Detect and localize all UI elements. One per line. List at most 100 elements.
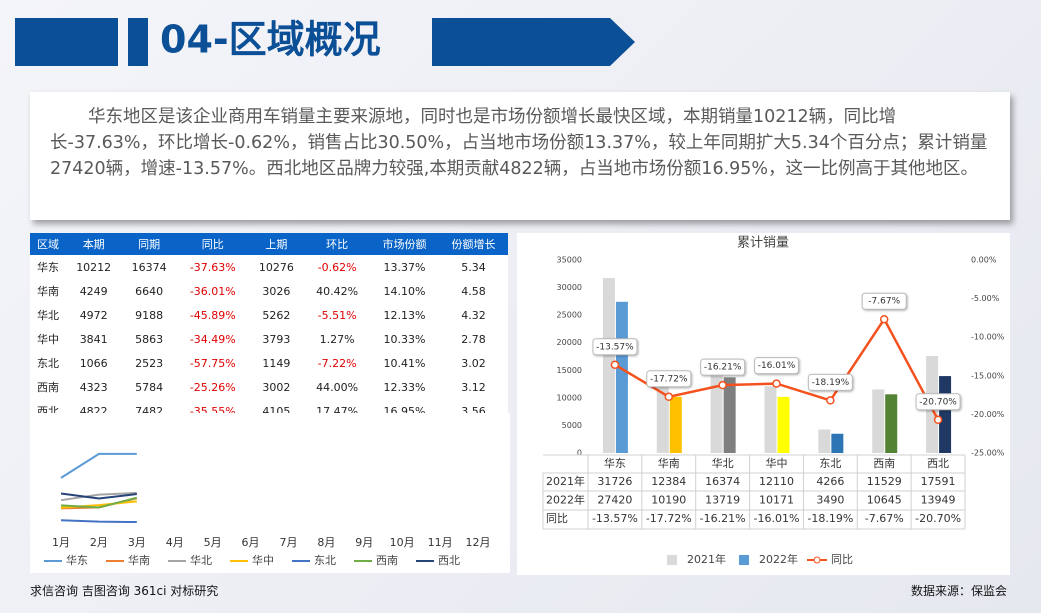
- table-row-label: 2021年: [546, 474, 585, 488]
- table-cell: 5262: [262, 308, 291, 322]
- table-cell: -57.75%: [189, 356, 236, 370]
- bar: [602, 278, 615, 453]
- data-label: -16.01%: [758, 361, 796, 371]
- table-cell: 华北: [36, 309, 59, 322]
- bar: [885, 394, 898, 453]
- y-tick-label: 15000: [557, 366, 582, 375]
- bar: [872, 389, 885, 453]
- table-value: 10171: [759, 494, 794, 507]
- summary-paragraph: 华东地区是该企业商用车销量主要来源地，同时也是市场份额增长最快区域，本期销量10…: [30, 92, 1010, 220]
- bar: [777, 396, 790, 453]
- line-marker: [718, 380, 727, 390]
- x-tick-label: 8月: [317, 536, 335, 549]
- line-marker: [772, 379, 781, 388]
- legend-swatch: [813, 556, 821, 564]
- table-cell: -25.26%: [189, 380, 236, 394]
- label-box: [646, 370, 692, 388]
- chart-title: 累计销量: [737, 236, 789, 251]
- y-tick-label: 5000: [562, 421, 582, 430]
- table-value: 27420: [597, 494, 632, 507]
- table-value: -13.57%: [592, 512, 638, 525]
- header-bar: [128, 18, 148, 66]
- x-tick-label: 华北: [712, 456, 734, 470]
- table-cell: 12.33%: [383, 380, 426, 394]
- table-value: -16.21%: [700, 512, 746, 525]
- column-header: 同期: [121, 233, 177, 255]
- table-cell: 3793: [262, 332, 291, 346]
- legend-label: 西北: [438, 554, 460, 567]
- table-row: 华南 4249 6640 -36.01% 3026 40.42% 14.10% 4.58: [30, 279, 508, 303]
- bar: [818, 429, 831, 453]
- table-cell: -5.51%: [317, 308, 357, 322]
- table-cell: 4.32: [461, 308, 486, 322]
- table-cell: 4323: [79, 380, 108, 394]
- legend-label: 华东: [66, 553, 88, 567]
- table-cell: 华中: [36, 333, 59, 346]
- x-tick-label: 华东: [604, 456, 626, 470]
- table-cell: 3.02: [461, 356, 486, 370]
- table-value: -17.72%: [646, 512, 692, 525]
- y-tick-label: 35000: [557, 256, 582, 265]
- table-cell: 3841: [79, 332, 108, 346]
- table-row: 华中 3841 5863 -34.49% 3793 1.27% 10.33% 2.78: [30, 327, 508, 351]
- table-cell: 12.13%: [383, 308, 426, 322]
- column-header: 区域: [30, 233, 66, 255]
- footer-right: 数据来源：保监会: [910, 584, 1007, 598]
- table-cell: 1.27%: [319, 332, 355, 346]
- table-cell: 10276: [258, 260, 294, 274]
- x-tick-label: 12月: [466, 536, 491, 549]
- table-cell: -0.62%: [317, 260, 357, 274]
- table-cell: 西南: [36, 381, 59, 394]
- legend-swatch: [739, 555, 749, 565]
- x-tick-label: 华中: [766, 456, 788, 470]
- table-cell: 2.78: [461, 332, 486, 346]
- column-header: 环比: [304, 233, 371, 255]
- table-cell: 5863: [135, 332, 164, 346]
- table-value: -16.01%: [754, 512, 800, 525]
- x-tick-label: 5月: [204, 536, 222, 549]
- x-tick-label: 7月: [279, 536, 297, 549]
- label-box: [861, 292, 907, 310]
- table-cell: -37.63%: [189, 260, 236, 274]
- table-cell: 6640: [135, 284, 164, 298]
- label-box: [915, 393, 961, 411]
- data-label: -7.67%: [868, 297, 900, 307]
- x-tick-label: 华南: [658, 456, 680, 470]
- table-cell: 10.41%: [383, 356, 426, 370]
- x-tick-label: 4月: [166, 536, 184, 549]
- series-line: [60, 491, 137, 502]
- legend-label: 同比: [831, 553, 853, 566]
- header: 04-区域概况: [15, 18, 635, 66]
- table-value: 13719: [705, 494, 740, 507]
- table-cell: 40.42%: [316, 284, 359, 298]
- table-cell: 华南: [36, 285, 59, 298]
- column-header: 上期: [248, 233, 305, 255]
- column-header: 同比: [176, 233, 249, 255]
- table-cell: 3002: [262, 380, 291, 394]
- x-tick-label: 东北: [819, 457, 841, 470]
- table-value: 3490: [816, 494, 844, 507]
- line-marker: [664, 392, 674, 402]
- bar: [615, 301, 628, 453]
- column-header: 本期: [65, 233, 122, 255]
- column-header: 份额增长: [438, 233, 508, 255]
- x-tick-label: 西南: [873, 457, 895, 470]
- line-panel: 1月 2月 3月 4月 5月 6月 7月 8月 9月 10月 11月 12月 华东 华南 华北 华中 东北 西南 西…: [30, 413, 510, 573]
- legend-label: 西南: [376, 554, 398, 567]
- y-tick-label: 25000: [557, 311, 582, 320]
- x-tick-label: 6月: [242, 536, 260, 549]
- y2-tick-label: -15.00%: [971, 371, 1005, 380]
- x-tick-label: 1月: [52, 536, 70, 549]
- x-tick-label: 西北: [927, 457, 949, 470]
- table-cell: 3.12: [461, 380, 486, 394]
- y2-tick-label: -20.00%: [971, 410, 1005, 419]
- bar: [764, 386, 777, 453]
- combo-chart: 累计销量 0 5000 10000 15000 20000 25000 30000 35000 0…: [542, 236, 1005, 566]
- table-row: 华北 4972 9188 -45.89% 5262 -5.51% 12.13% 4.32: [30, 303, 508, 327]
- table-value: 10190: [651, 494, 686, 507]
- header-arrow: [432, 18, 635, 66]
- table-value: 13949: [921, 494, 956, 507]
- label-box: [807, 373, 853, 391]
